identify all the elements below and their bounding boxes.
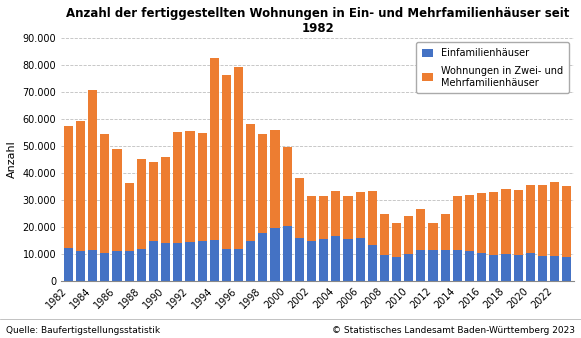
Bar (477, 253, 486, 281)
Bar (489, 192, 498, 255)
Bar (477, 193, 486, 253)
Bar (368, 191, 377, 245)
Bar (137, 249, 146, 281)
Bar (161, 243, 170, 281)
Bar (562, 257, 571, 281)
Bar (113, 251, 121, 281)
Bar (149, 162, 158, 241)
Bar (404, 216, 413, 254)
Bar (440, 250, 450, 281)
Bar (319, 239, 328, 281)
Bar (417, 250, 425, 281)
Bar (465, 251, 474, 281)
Bar (234, 67, 243, 249)
Bar (185, 242, 195, 281)
Bar (307, 196, 316, 241)
Bar (465, 195, 474, 251)
Bar (271, 228, 279, 281)
Bar (562, 187, 571, 257)
Bar (259, 233, 267, 281)
Bar (392, 223, 401, 257)
Bar (417, 210, 425, 250)
Bar (343, 196, 353, 239)
Bar (234, 249, 243, 281)
Bar (282, 147, 292, 226)
Bar (331, 191, 340, 236)
Title: Anzahl der fertiggestellten Wohnungen in Ein- und Mehrfamilienhäuser seit
1982: Anzahl der fertiggestellten Wohnungen in… (66, 7, 569, 35)
Bar (173, 132, 182, 243)
Bar (526, 253, 535, 281)
Bar (76, 251, 85, 281)
Bar (453, 250, 462, 281)
Bar (392, 257, 401, 281)
Bar (295, 178, 304, 238)
Bar (295, 238, 304, 281)
Bar (185, 131, 195, 242)
Text: © Statistisches Landesamt Baden-Württemberg 2023: © Statistisches Landesamt Baden-Württemb… (332, 325, 575, 335)
Bar (514, 190, 523, 255)
Text: Quelle: Baufertigstellungsstatistik: Quelle: Baufertigstellungsstatistik (6, 325, 160, 335)
Bar (64, 126, 73, 248)
Bar (222, 75, 231, 249)
Bar (429, 223, 437, 250)
Bar (113, 148, 121, 251)
Bar (124, 183, 134, 251)
Bar (76, 121, 85, 251)
Bar (380, 255, 389, 281)
Bar (101, 134, 109, 253)
Bar (356, 192, 365, 238)
Bar (550, 183, 559, 256)
Bar (489, 255, 498, 281)
Bar (526, 185, 535, 253)
Y-axis label: Anzahl: Anzahl (7, 141, 17, 178)
Bar (550, 256, 559, 281)
Bar (356, 238, 365, 281)
Bar (538, 185, 547, 256)
Bar (101, 253, 109, 281)
Bar (440, 214, 450, 250)
Bar (246, 124, 255, 241)
Bar (198, 133, 207, 241)
Legend: Einfamilienhäuser, Wohnungen in Zwei- und
Mehrfamilienhäuser: Einfamilienhäuser, Wohnungen in Zwei- un… (416, 42, 569, 93)
Bar (343, 239, 353, 281)
Bar (282, 226, 292, 281)
Bar (319, 196, 328, 239)
Bar (210, 240, 219, 281)
Bar (88, 90, 97, 250)
Bar (538, 256, 547, 281)
Bar (271, 129, 279, 228)
Bar (88, 250, 97, 281)
Bar (210, 58, 219, 240)
Bar (380, 214, 389, 255)
Bar (501, 189, 511, 254)
Bar (161, 158, 170, 243)
Bar (173, 243, 182, 281)
Bar (331, 236, 340, 281)
Bar (124, 251, 134, 281)
Bar (149, 241, 158, 281)
Bar (307, 241, 316, 281)
Bar (514, 255, 523, 281)
Bar (453, 196, 462, 250)
Bar (368, 245, 377, 281)
Bar (404, 254, 413, 281)
Bar (501, 254, 511, 281)
Bar (259, 134, 267, 233)
Bar (246, 241, 255, 281)
Bar (198, 241, 207, 281)
Bar (137, 160, 146, 249)
Bar (64, 248, 73, 281)
Bar (429, 250, 437, 281)
Bar (222, 249, 231, 281)
